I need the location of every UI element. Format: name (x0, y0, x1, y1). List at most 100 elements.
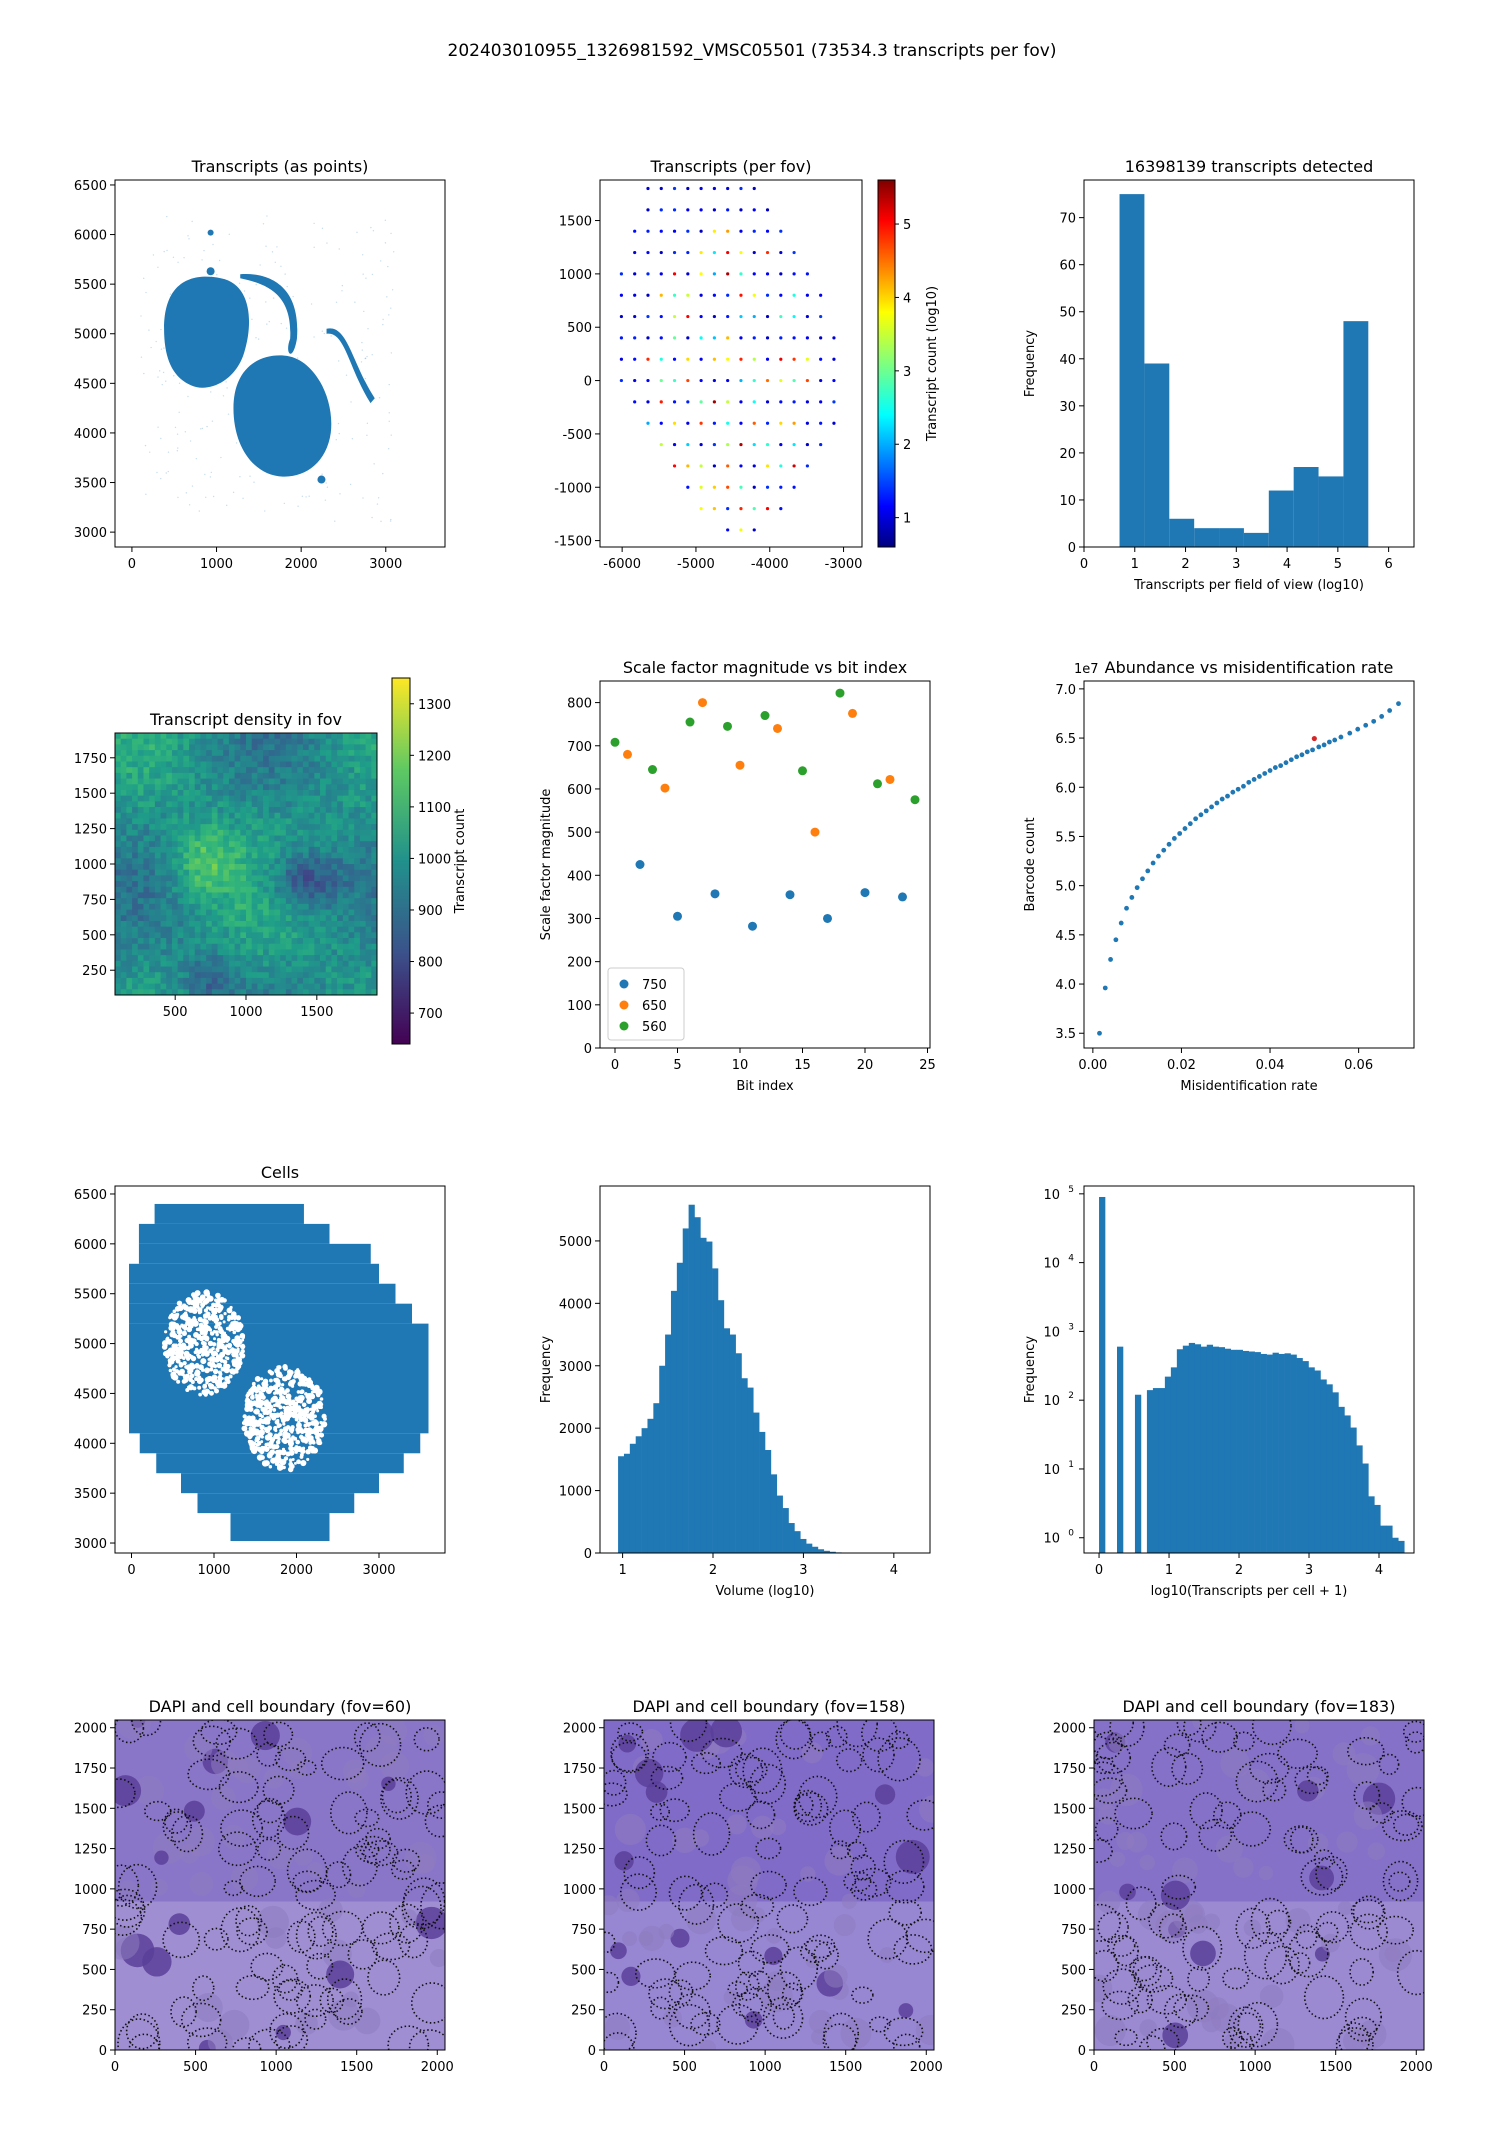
y-tick-label: 0 (588, 2044, 596, 2059)
fov-point (792, 442, 796, 447)
heatmap-cell (177, 789, 184, 797)
heatmap-cell (234, 812, 241, 819)
heatmap-cell (337, 943, 344, 950)
heatmap-cell (325, 824, 332, 831)
heatmap-cell (297, 852, 304, 859)
transcript-point (212, 243, 214, 246)
heatmap-cell (115, 767, 122, 774)
heatmap-cell (302, 750, 310, 757)
nucleus (328, 1999, 360, 2031)
gap-mark (203, 1345, 209, 1351)
gap-mark (260, 1435, 264, 1439)
heatmap-cell (308, 807, 315, 814)
x-tick-label: 1000 (1239, 2060, 1272, 2075)
heatmap-cell (183, 864, 190, 871)
heatmap-cell (189, 767, 196, 774)
heatmap-cell (120, 824, 127, 831)
x-tick-label: 0 (111, 2060, 119, 2075)
heatmap-cell (240, 869, 247, 876)
heatmap-cell (365, 812, 372, 819)
heatmap-cell (314, 795, 321, 802)
heatmap-cell (314, 881, 321, 888)
cell-boundary (163, 1808, 189, 1834)
cell-boundary (868, 2016, 891, 2033)
heatmap-cell (246, 989, 253, 996)
heatmap-cell (143, 898, 150, 905)
heatmap-cell (263, 818, 270, 825)
heatmap-cell (274, 812, 281, 819)
heatmap-cell (171, 812, 179, 819)
heatmap-cell (263, 738, 270, 745)
heatmap-cell (211, 903, 218, 910)
heatmap-cell (217, 778, 224, 785)
cell-boundary (829, 1840, 851, 1860)
cell-boundary (650, 1765, 684, 1791)
gap-mark (209, 1390, 214, 1396)
heatmap-cell (194, 938, 201, 945)
fov-point (752, 442, 756, 447)
y-tick-label: 10 (1043, 1394, 1060, 1409)
nucleus (725, 1884, 758, 1917)
nucleus (401, 1909, 418, 1926)
cell-boundary (398, 1923, 429, 1959)
transcript-point (391, 289, 394, 291)
heatmap-cell (348, 920, 355, 928)
nucleus (691, 1829, 710, 1847)
heatmap-cell (177, 858, 184, 865)
heatmap-cell (137, 972, 144, 979)
heatmap-cell (183, 966, 190, 973)
transcript-point (360, 361, 363, 363)
heatmap-cell (160, 818, 167, 825)
gap-mark (211, 1302, 216, 1308)
gap-mark (226, 1317, 231, 1322)
gap-mark (270, 1397, 275, 1402)
heatmap-cell (143, 909, 150, 916)
heatmap-cell (234, 972, 241, 979)
cell-boundary (220, 1809, 264, 1847)
gap-mark (315, 1432, 320, 1437)
gap-mark (227, 1344, 232, 1349)
y-tick-label: 1750 (1053, 1762, 1086, 1777)
heatmap-cell (268, 909, 275, 916)
cell-boundary (779, 1720, 812, 1750)
gap-mark (279, 1386, 284, 1391)
heatmap-cell (189, 983, 196, 990)
y-tick-label: 5.0 (1055, 880, 1076, 895)
transcript-point (324, 499, 327, 501)
histogram-bar (1170, 1367, 1178, 1553)
heatmap-cell (211, 789, 218, 797)
gap-mark (248, 1388, 254, 1394)
tissue-ribbon (240, 274, 298, 354)
heatmap-cell (297, 903, 304, 910)
cell-boundary (1176, 1720, 1202, 1736)
heatmap-cell (314, 949, 321, 956)
heatmap-cell (274, 795, 281, 802)
nucleus (423, 1724, 445, 1747)
cell-boundary (1295, 1924, 1318, 1950)
gap-mark (181, 1356, 186, 1361)
gap-mark (239, 1352, 246, 1359)
fov-point (672, 421, 677, 425)
heatmap-cell (217, 869, 224, 876)
heatmap-cell (320, 892, 327, 899)
heatmap-cell (154, 960, 161, 967)
gap-mark (278, 1464, 284, 1471)
heatmap-cell (354, 795, 361, 802)
transcript-point (371, 273, 374, 276)
transcript-point (366, 355, 368, 358)
heatmap-cell (160, 767, 167, 774)
heatmap-cell (285, 903, 292, 910)
gap-mark (164, 1343, 168, 1347)
heatmap-cell (314, 767, 321, 774)
heatmap-cell (291, 812, 298, 819)
fov-point (726, 229, 730, 233)
cell-boundary (604, 2032, 635, 2050)
heatmap-cell (177, 812, 184, 819)
heatmap-cell (359, 886, 367, 893)
heatmap-cell (132, 903, 139, 910)
heatmap-cell (228, 938, 236, 945)
heatmap-cell (189, 972, 196, 979)
heatmap-cell (263, 903, 270, 910)
fov-point (752, 357, 756, 361)
heatmap-cell (342, 755, 349, 762)
